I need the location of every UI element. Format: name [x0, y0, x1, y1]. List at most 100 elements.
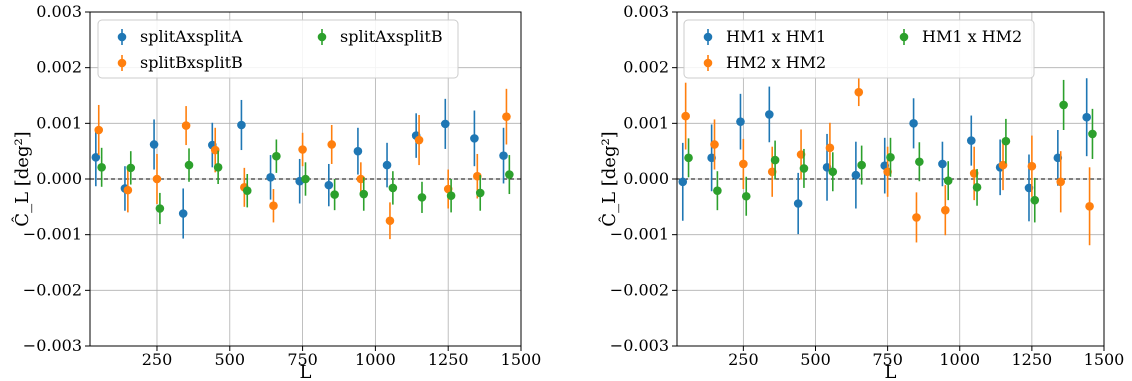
data-point: [269, 201, 278, 211]
chart-panel-2: 250 500 750 1000 1250 1500 −0.003 −0.002 −0.001 0…: [597, 2, 1124, 381]
y-tick-label: 0.002: [623, 58, 669, 77]
data-point: [825, 143, 835, 153]
legend: splitAxsplitA splitBxsplitB splitAxsplitB: [97, 19, 459, 79]
legend-item: splitBxsplitB: [117, 53, 243, 72]
x-tick-label: 1250: [1012, 350, 1053, 369]
chart-panel-1: 250 500 750 1000 1250 1500 −0.003 −0.002 −0.001 0…: [10, 2, 541, 381]
x-tick-label: 1500: [501, 350, 542, 369]
y-tick-label: −0.002: [23, 280, 82, 299]
data-point: [915, 157, 924, 167]
data-point: [966, 136, 976, 145]
legend-marker: [117, 32, 127, 42]
data-point: [502, 112, 511, 121]
data-point: [909, 119, 918, 128]
legend-label: HM2 x HM2: [726, 53, 826, 72]
x-tick-label: 750: [872, 350, 903, 369]
y-tick-label: 0.001: [36, 113, 82, 132]
data-point: [446, 191, 456, 200]
data-point: [1001, 136, 1011, 146]
data-point: [1027, 161, 1037, 171]
legend-marker: [703, 32, 713, 42]
data-point: [678, 177, 688, 187]
x-tick-label: 1000: [355, 350, 396, 369]
data-point: [242, 186, 252, 195]
data-point: [851, 170, 861, 180]
series-HM1-x-HM2: [684, 79, 1097, 223]
data-point: [499, 151, 508, 160]
data-point: [854, 87, 864, 97]
data-point: [181, 121, 191, 130]
data-point: [324, 180, 334, 190]
data-point: [123, 185, 133, 195]
data-point: [713, 186, 722, 195]
series-splitAxsplitB: [97, 139, 514, 225]
legend-item: HM1 x HM2: [899, 27, 1022, 46]
data-point: [799, 164, 809, 173]
series-splitBxsplitB: [94, 88, 511, 240]
legend-marker: [317, 32, 327, 42]
data-point: [681, 111, 690, 121]
y-axis-label: Ĉ_L [deg²]: [597, 131, 620, 226]
y-tick-label: −0.003: [610, 336, 669, 355]
data-point: [184, 160, 194, 170]
data-point: [359, 189, 369, 199]
data-point: [272, 151, 281, 161]
data-point: [941, 205, 950, 215]
data-point: [327, 140, 337, 149]
data-point: [385, 216, 395, 226]
data-point: [857, 160, 866, 170]
y-tick-label: 0.003: [36, 2, 82, 21]
legend-marker: [703, 58, 713, 68]
y-tick-label: 0.001: [623, 113, 669, 132]
data-point: [388, 183, 398, 193]
data-point: [1085, 201, 1094, 211]
y-tick-label: −0.003: [23, 336, 82, 355]
data-point: [793, 199, 803, 208]
x-tick-label: 1000: [939, 350, 980, 369]
data-point: [126, 163, 136, 173]
legend-item: HM2 x HM2: [703, 53, 826, 72]
data-point: [736, 117, 745, 126]
x-tick-label: 500: [215, 350, 246, 369]
legend-label: splitBxsplitB: [140, 53, 243, 72]
data-point: [765, 110, 774, 119]
data-point: [710, 140, 719, 149]
data-point: [770, 155, 780, 165]
y-tick-label: 0.002: [36, 58, 82, 77]
data-point: [330, 190, 339, 199]
data-point: [1082, 112, 1091, 122]
data-point: [972, 183, 982, 192]
x-tick-label: 500: [800, 350, 831, 369]
data-point: [417, 193, 427, 202]
x-tick-label: 1500: [1084, 350, 1125, 369]
x-tick-label: 750: [287, 350, 318, 369]
legend-item: splitAxsplitB: [317, 27, 443, 46]
legend: HM1 x HM1 HM2 x HM2 HM1 x HM2: [683, 19, 1035, 79]
data-point: [178, 209, 188, 218]
data-point: [739, 159, 748, 169]
legend-label: splitAxsplitA: [140, 27, 243, 46]
data-point: [149, 140, 159, 149]
data-point: [912, 213, 921, 222]
data-point: [943, 176, 953, 185]
y-tick-label: 0.003: [623, 2, 669, 21]
x-tick-label: 1250: [428, 350, 469, 369]
data-point: [414, 135, 424, 145]
data-point: [382, 160, 392, 170]
series-splitAxsplitA: [91, 98, 508, 239]
legend-label: HM1 x HM2: [922, 27, 1022, 46]
x-tick-label: 250: [142, 350, 173, 369]
x-axis-label: L: [885, 362, 897, 381]
data-point: [237, 120, 246, 130]
plot-frame: [676, 11, 1105, 347]
data-point: [505, 170, 514, 179]
legend-label: splitAxsplitB: [340, 27, 443, 46]
legend-box: [97, 19, 459, 79]
data-point: [828, 167, 838, 177]
data-point: [298, 145, 307, 154]
data-point: [684, 153, 693, 163]
data-point: [475, 188, 485, 198]
data-point: [152, 174, 162, 184]
data-point: [886, 152, 895, 162]
